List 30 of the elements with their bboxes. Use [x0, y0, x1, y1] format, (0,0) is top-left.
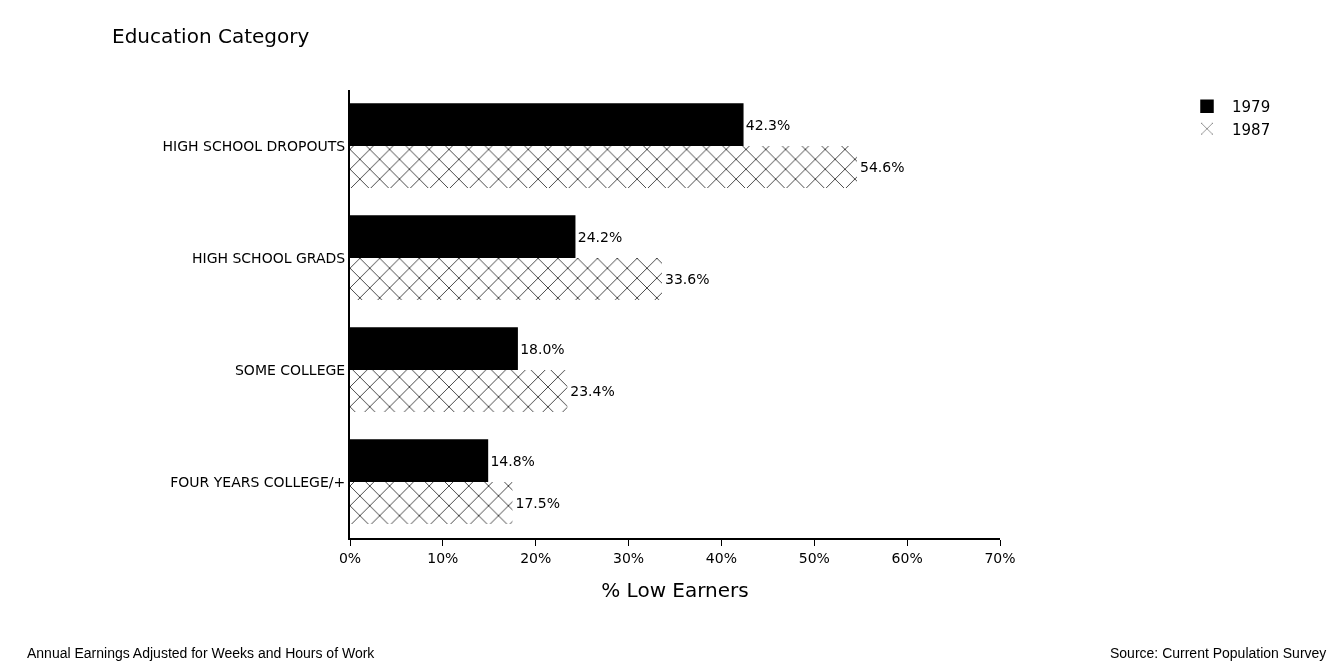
y-tick-label: HIGH SCHOOL GRADS	[191, 249, 346, 266]
x-tick-label: 10%	[427, 549, 459, 566]
x-tick-label: 40%	[705, 549, 737, 566]
data-label: 54.6%	[860, 159, 905, 175]
data-label: 24.2%	[577, 229, 623, 245]
text: 1987	[1232, 120, 1271, 139]
x-tick-label: 50%	[798, 549, 830, 566]
bar	[350, 370, 568, 412]
y-axis-title: Education Category	[112, 24, 310, 48]
y-tick-label: HIGH SCHOOL DROPOUTS	[162, 137, 346, 154]
legend-label: 1979	[1232, 98, 1271, 117]
data-label: 17.5%	[515, 495, 560, 511]
text: Annual Earnings Adjusted for Weeks and Hours of Work	[27, 645, 376, 661]
source-note: Source: Current Population Survey	[1110, 645, 1327, 661]
data-label: 23.4%	[570, 383, 615, 399]
x-tick-label: 60%	[891, 549, 923, 566]
x-tick-label: 30%	[613, 549, 645, 566]
x-axis-title: % Low Earners	[601, 577, 749, 602]
y-tick-label: FOUR YEARS COLLEGE/+	[170, 473, 346, 490]
x-tick-label: 0%	[338, 549, 362, 566]
bar	[350, 258, 662, 300]
data-label: 14.8%	[490, 453, 535, 469]
y-tick-label: SOME COLLEGE	[234, 361, 346, 378]
data-label: 18.0%	[520, 341, 565, 357]
data-label: 42.3%	[745, 117, 791, 133]
data-label: 33.6%	[665, 271, 710, 287]
x-tick-label: 70%	[984, 549, 1016, 566]
x-tick-label: 20%	[520, 549, 552, 566]
bar	[350, 146, 857, 188]
bar	[350, 482, 513, 524]
